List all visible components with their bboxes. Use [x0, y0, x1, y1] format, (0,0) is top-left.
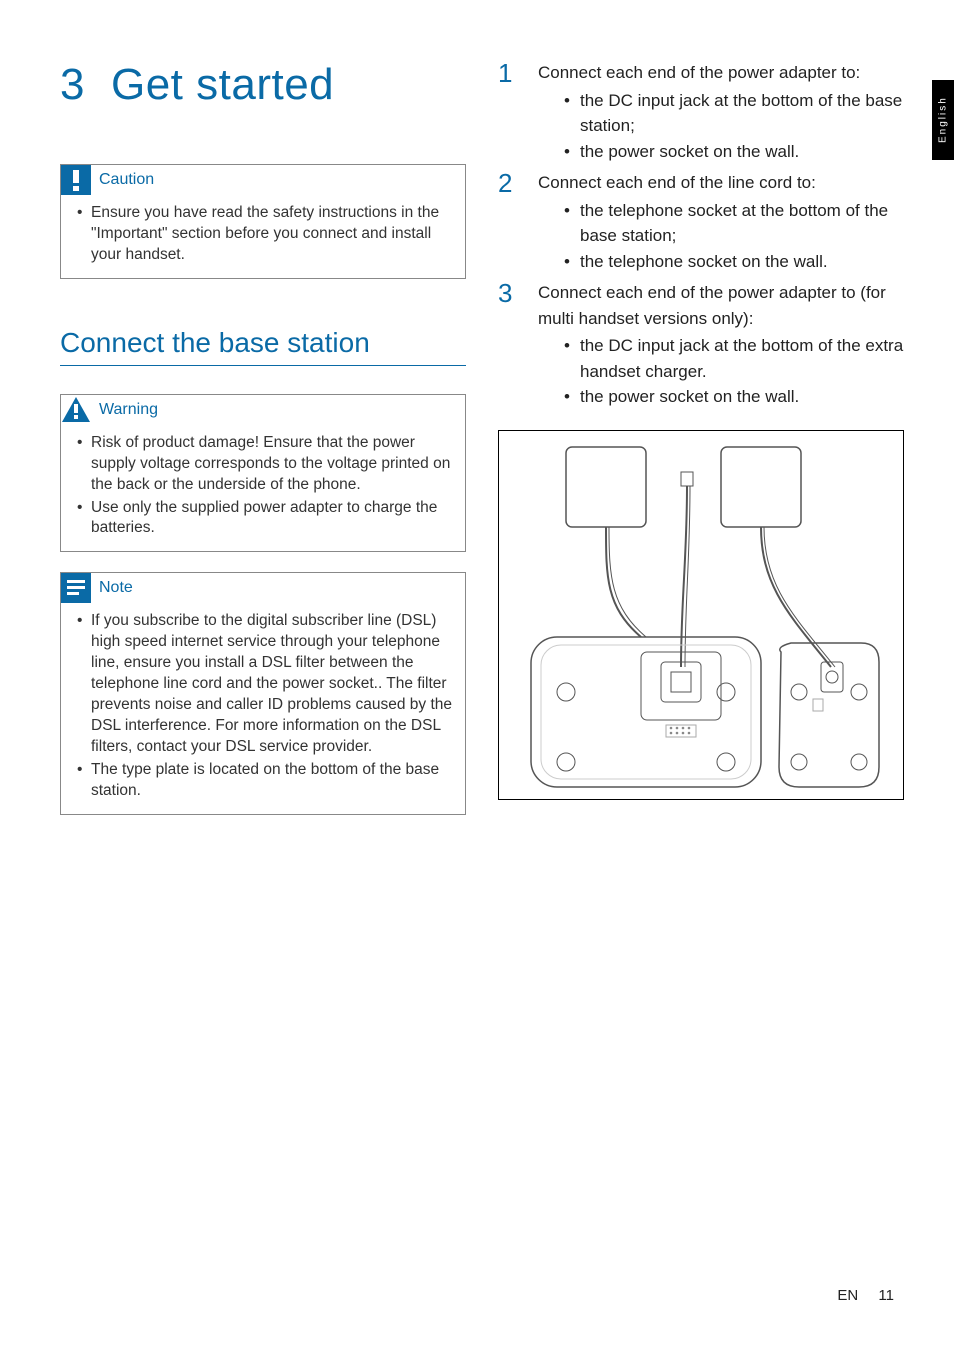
chapter-title: 3 Get started	[60, 60, 466, 110]
warning-list: Risk of product damage! Ensure that the …	[71, 433, 455, 540]
step-text: Connect each end of the line cord to:	[538, 173, 816, 192]
caution-box: Caution Ensure you have read the safety …	[60, 164, 466, 279]
step-subitem: the DC input jack at the bottom of the b…	[564, 88, 904, 139]
language-tab: English	[932, 80, 954, 160]
step-subitem: the power socket on the wall.	[564, 139, 904, 165]
step-sublist: the DC input jack at the bottom of the e…	[538, 333, 904, 410]
step-text: Connect each end of the power adapter to…	[538, 283, 886, 328]
note-label: Note	[99, 579, 133, 597]
note-box: Note If you subscribe to the digital sub…	[60, 572, 466, 814]
warning-item: Use only the supplied power adapter to c…	[77, 498, 455, 540]
step-subitem: the telephone socket on the wall.	[564, 249, 904, 275]
connection-diagram	[498, 430, 904, 800]
caution-list: Ensure you have read the safety instruct…	[71, 203, 455, 266]
step-subitem: the power socket on the wall.	[564, 384, 904, 410]
warning-box: Warning Risk of product damage! Ensure t…	[60, 394, 466, 553]
section-title: Connect the base station	[60, 327, 466, 366]
note-item: The type plate is located on the bottom …	[77, 760, 455, 802]
caution-label: Caution	[99, 171, 154, 189]
step-number: 3	[498, 274, 512, 313]
step-sublist: the DC input jack at the bottom of the b…	[538, 88, 904, 165]
steps-list: 1 Connect each end of the power adapter …	[498, 60, 904, 410]
footer-language: EN	[837, 1287, 858, 1304]
note-item: If you subscribe to the digital subscrib…	[77, 611, 455, 757]
step-text: Connect each end of the power adapter to…	[538, 63, 860, 82]
step-number: 1	[498, 54, 512, 93]
step-item: 1 Connect each end of the power adapter …	[498, 60, 904, 164]
caution-icon	[61, 165, 91, 195]
warning-item: Risk of product damage! Ensure that the …	[77, 433, 455, 496]
note-icon	[61, 573, 91, 603]
chapter-title-text: Get started	[111, 60, 334, 109]
step-subitem: the telephone socket at the bottom of th…	[564, 198, 904, 249]
caution-item: Ensure you have read the safety instruct…	[77, 203, 455, 266]
step-number: 2	[498, 164, 512, 203]
step-sublist: the telephone socket at the bottom of th…	[538, 198, 904, 275]
step-item: 2 Connect each end of the line cord to: …	[498, 170, 904, 274]
footer-page-number: 11	[878, 1287, 894, 1304]
warning-label: Warning	[99, 401, 158, 419]
left-column: 3 Get started Caution Ensure you have rea…	[60, 60, 466, 835]
step-item: 3 Connect each end of the power adapter …	[498, 280, 904, 410]
page-footer: EN 11	[837, 1287, 894, 1304]
chapter-number: 3	[60, 60, 85, 109]
note-list: If you subscribe to the digital subscrib…	[71, 611, 455, 801]
step-subitem: the DC input jack at the bottom of the e…	[564, 333, 904, 384]
page-content: 3 Get started Caution Ensure you have rea…	[0, 0, 954, 875]
warning-icon	[61, 395, 91, 425]
right-column: 1 Connect each end of the power adapter …	[498, 60, 904, 835]
